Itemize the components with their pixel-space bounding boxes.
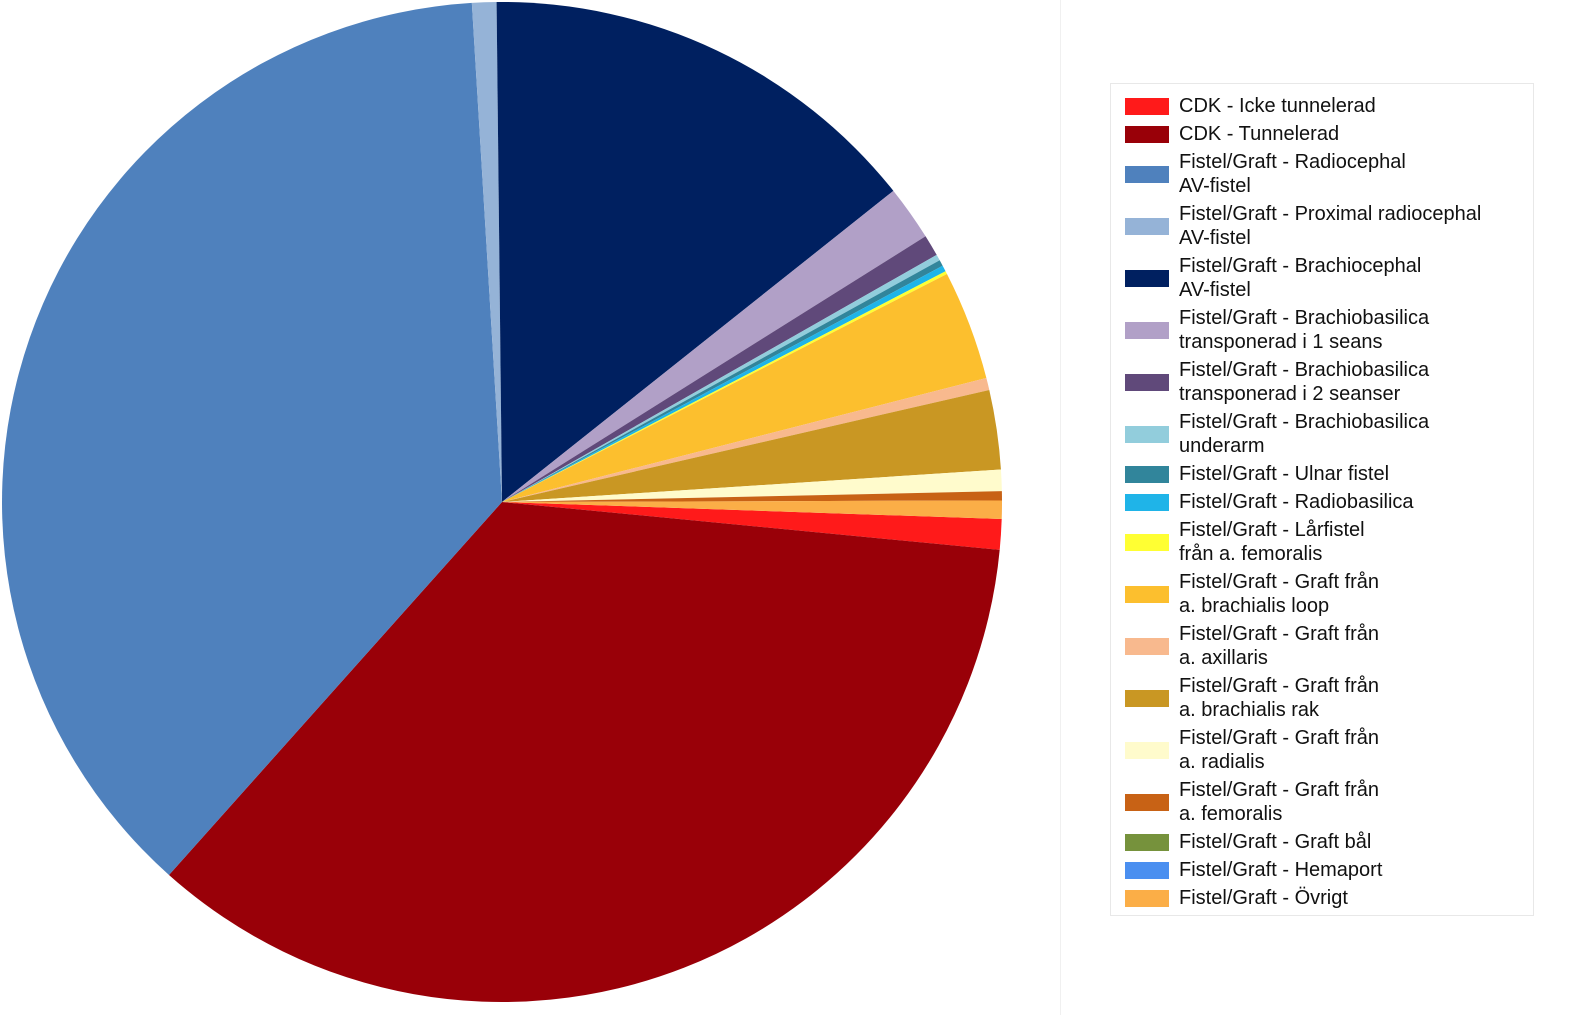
legend-swatch xyxy=(1125,861,1169,879)
pie-slice xyxy=(502,271,947,502)
pie-slice xyxy=(502,265,946,502)
legend-label: Fistel/Graft - Brachiobasilica underarm xyxy=(1179,411,1430,457)
legend-entry: CDK - Icke tunnelerad xyxy=(1125,94,1525,118)
legend-swatch xyxy=(1125,465,1169,483)
legend-entry: Fistel/Graft - Brachiobasilica underarm xyxy=(1125,410,1525,458)
legend-swatch xyxy=(1125,269,1169,287)
legend-swatch xyxy=(1125,689,1169,707)
legend-label: Fistel/Graft - Graft från a. femoralis xyxy=(1179,779,1380,825)
legend-label: Fistel/Graft - Proximal radiocephal AV-f… xyxy=(1179,203,1482,249)
pie-slice xyxy=(502,254,940,502)
legend-entry: Fistel/Graft - Övrigt xyxy=(1125,886,1525,910)
legend-entry: Fistel/Graft - Graft från a. axillaris xyxy=(1125,622,1525,670)
legend-swatch xyxy=(1125,97,1169,115)
legend-swatch xyxy=(1125,533,1169,551)
pie-chart xyxy=(2,2,1003,1002)
legend-entry: Fistel/Graft - Radiobasilica xyxy=(1125,490,1525,514)
pie-slice xyxy=(502,236,937,502)
legend-label: Fistel/Graft - Hemaport xyxy=(1179,859,1383,881)
legend-entry: Fistel/Graft - Ulnar fistel xyxy=(1125,462,1525,486)
legend-label: Fistel/Graft - Lårfistel från a. femoral… xyxy=(1179,519,1365,565)
pie-slice xyxy=(168,502,1000,1002)
pie-slice xyxy=(502,389,1001,502)
pie-slice xyxy=(502,469,1002,502)
legend-entry: Fistel/Graft - Brachiocephal AV-fistel xyxy=(1125,254,1525,302)
legend-label: Fistel/Graft - Graft från a. brachialis … xyxy=(1179,675,1380,721)
legend-label: Fistel/Graft - Graft bål xyxy=(1179,831,1372,853)
legend-swatch xyxy=(1125,321,1169,339)
pie-slice xyxy=(502,377,990,502)
pie-slice xyxy=(502,190,926,503)
legend-swatch xyxy=(1125,425,1169,443)
legend-swatch xyxy=(1125,165,1169,183)
legend-swatch xyxy=(1125,741,1169,759)
legend-label: Fistel/Graft - Graft från a. brachialis … xyxy=(1179,571,1380,617)
legend-label: Fistel/Graft - Graft från a. axillaris xyxy=(1179,623,1380,669)
legend-swatch xyxy=(1125,217,1169,235)
legend-entry: Fistel/Graft - Hemaport xyxy=(1125,858,1525,882)
legend-entry: Fistel/Graft - Lårfistel från a. femoral… xyxy=(1125,518,1525,566)
legend-label: Fistel/Graft - Graft från a. radialis xyxy=(1179,727,1380,773)
legend-label: Fistel/Graft - Övrigt xyxy=(1179,887,1348,909)
pie-slice xyxy=(2,2,502,875)
pie-slice xyxy=(496,2,894,502)
pie-slice xyxy=(502,500,1003,520)
legend-label: Fistel/Graft - Brachiocephal AV-fistel xyxy=(1179,255,1422,301)
legend-label: CDK - Tunnelerad xyxy=(1179,123,1340,145)
legend-swatch xyxy=(1125,889,1169,907)
legend-swatch xyxy=(1125,373,1169,391)
legend-entry: Fistel/Graft - Graft från a. femoralis xyxy=(1125,778,1525,826)
pie-slice xyxy=(502,260,943,502)
pie-slice xyxy=(502,273,987,502)
legend-entry: Fistel/Graft - Brachiobasilica transpone… xyxy=(1125,306,1525,354)
legend-label: CDK - Icke tunnelerad xyxy=(1179,95,1376,117)
legend-entry: Fistel/Graft - Graft från a. brachialis … xyxy=(1125,674,1525,722)
legend-entry: Fistel/Graft - Graft bål xyxy=(1125,830,1525,854)
legend-label: Fistel/Graft - Brachiobasilica transpone… xyxy=(1179,359,1430,405)
legend-label: Fistel/Graft - Ulnar fistel xyxy=(1179,463,1390,485)
legend-swatch xyxy=(1125,493,1169,511)
legend-label: Fistel/Graft - Radiobasilica xyxy=(1179,491,1414,513)
legend-entry: Fistel/Graft - Graft från a. radialis xyxy=(1125,726,1525,774)
legend-entry: Fistel/Graft - Brachiobasilica transpone… xyxy=(1125,358,1525,406)
legend-label: Fistel/Graft - Radiocephal AV-fistel xyxy=(1179,151,1406,197)
pie-slice xyxy=(502,491,1002,502)
pie-chart-svg xyxy=(2,2,1003,1002)
legend-swatch xyxy=(1125,793,1169,811)
legend-swatch xyxy=(1125,637,1169,655)
legend-entry: Fistel/Graft - Graft från a. brachialis … xyxy=(1125,570,1525,618)
pie-slice xyxy=(502,502,1002,550)
legend-panel xyxy=(1060,0,1583,1015)
chart-legend: CDK - Icke tunnelerad CDK - Tunnelerad Fis… xyxy=(1110,83,1534,916)
legend-swatch xyxy=(1125,585,1169,603)
legend-label: Fistel/Graft - Brachiobasilica transpone… xyxy=(1179,307,1430,353)
legend-swatch xyxy=(1125,125,1169,143)
legend-swatch xyxy=(1125,833,1169,851)
legend-entry: CDK - Tunnelerad xyxy=(1125,122,1525,146)
legend-entry: Fistel/Graft - Proximal radiocephal AV-f… xyxy=(1125,202,1525,250)
legend-entry: Fistel/Graft - Radiocephal AV-fistel xyxy=(1125,150,1525,198)
pie-slice xyxy=(471,2,502,503)
